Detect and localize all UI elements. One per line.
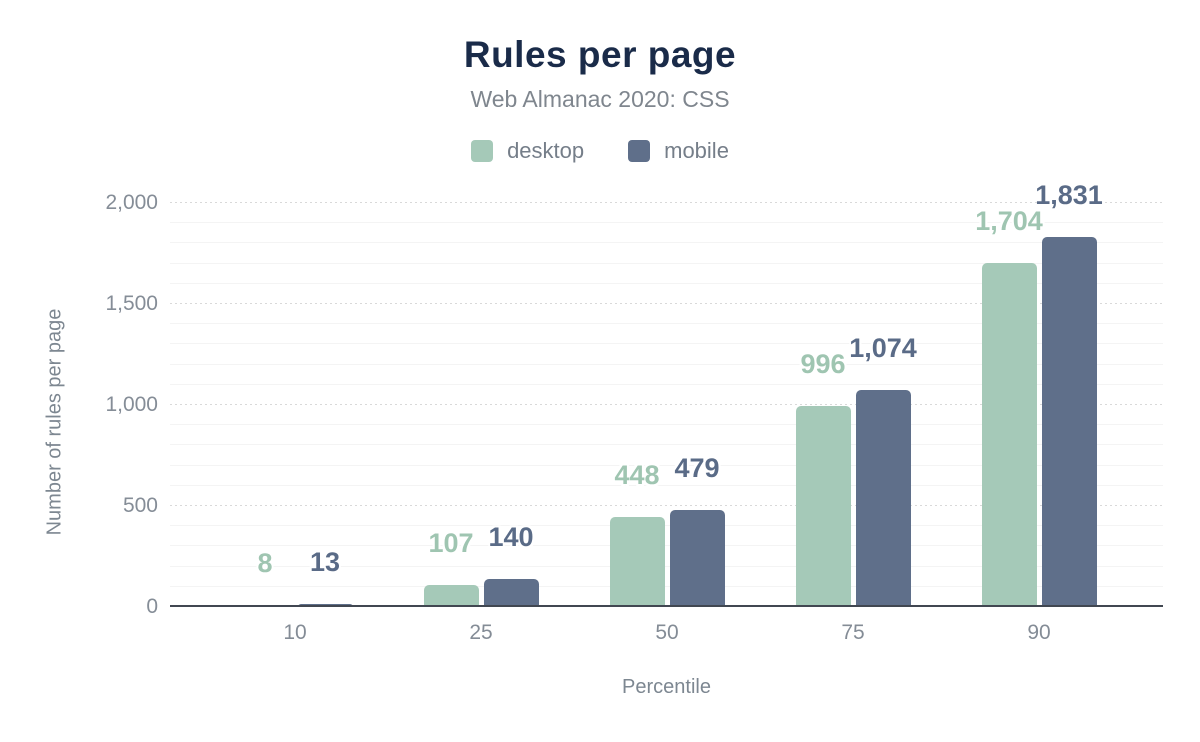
legend-item-mobile: mobile [628,138,729,164]
mobile-value-label: 479 [674,453,720,484]
major-gridline [170,404,1163,405]
mobile-value-label: 13 [309,547,341,578]
major-gridline [170,303,1163,304]
legend-swatch-mobile [628,140,651,162]
legend-label: desktop [507,138,585,163]
desktop-bar: 1,704 [975,206,1043,607]
legend-label: mobile [664,138,729,163]
y-tick-label: 1,500 [105,292,158,315]
x-axis-line [170,605,1163,607]
minor-gridline [170,585,1163,587]
minor-gridline [170,262,1163,264]
major-gridline [170,505,1163,506]
mobile-bar: 1,074 [849,333,917,607]
category-band-25: 107 140 25 [388,203,574,644]
desktop-bar: 107 [423,528,479,607]
plot-area: 8 13 10 107 140 25 448 479 50 996 1,074 75 1,704 1,83… [170,180,1163,644]
minor-gridline [170,525,1163,527]
y-axis-tick-labels: 0 500 1,000 1,500 2,000 [0,191,158,618]
bar-groups: 8 13 10 107 140 25 448 479 50 996 1,074 75 1,704 1,83… [202,180,1132,644]
x-tick-label: 75 [841,621,865,644]
minor-gridline [170,383,1163,385]
desktop-value-label: 448 [614,459,660,490]
legend-swatch-desktop [471,140,494,162]
mobile-bar: 1,831 [1035,180,1103,607]
minor-gridline [170,464,1163,466]
category-band-75: 996 1,074 75 [760,203,946,644]
mobile-value-label: 140 [488,521,534,552]
category-band-10: 8 13 10 [202,203,388,644]
category-band-90: 1,704 1,831 90 [946,180,1132,644]
minor-gridline [170,424,1163,426]
x-tick-label: 25 [469,621,493,644]
legend: desktop mobile [0,138,1200,164]
minor-gridline [170,444,1163,446]
y-tick-label: 500 [122,494,158,517]
mobile-bar: 140 [483,522,539,607]
y-tick-label: 0 [146,595,158,618]
minor-gridline [170,282,1163,284]
x-axis-title: Percentile [622,676,711,698]
chart-title: Rules per page [463,34,737,75]
major-gridline [170,202,1163,203]
desktop-value-label: 996 [800,348,846,379]
mobile-value-label: 1,831 [1035,180,1103,211]
mobile-bar: 479 [669,453,725,607]
x-tick-label: 10 [283,621,307,644]
desktop-value-label: 8 [257,548,273,579]
desktop-value-label: 107 [428,528,474,559]
desktop-bar: 448 [609,460,665,607]
minor-gridline [170,222,1163,224]
legend-item-desktop: desktop [471,138,584,164]
category-band-50: 448 479 50 [574,203,760,644]
minor-gridline [170,545,1163,547]
y-tick-label: 1,000 [105,393,158,416]
minor-gridline [170,323,1163,325]
x-tick-label: 90 [1027,621,1051,644]
desktop-value-label: 1,704 [975,205,1043,236]
desktop-bar: 996 [795,349,851,607]
y-tick-label: 2,000 [105,191,158,214]
minor-gridline [170,484,1163,486]
minor-gridline [170,565,1163,567]
minor-gridline [170,242,1163,244]
x-tick-label: 50 [655,621,679,644]
chart-subtitle: Web Almanac 2020: CSS [470,86,730,112]
minor-gridline [170,363,1163,365]
mobile-value-label: 1,074 [849,333,917,364]
minor-gridline [170,343,1163,345]
